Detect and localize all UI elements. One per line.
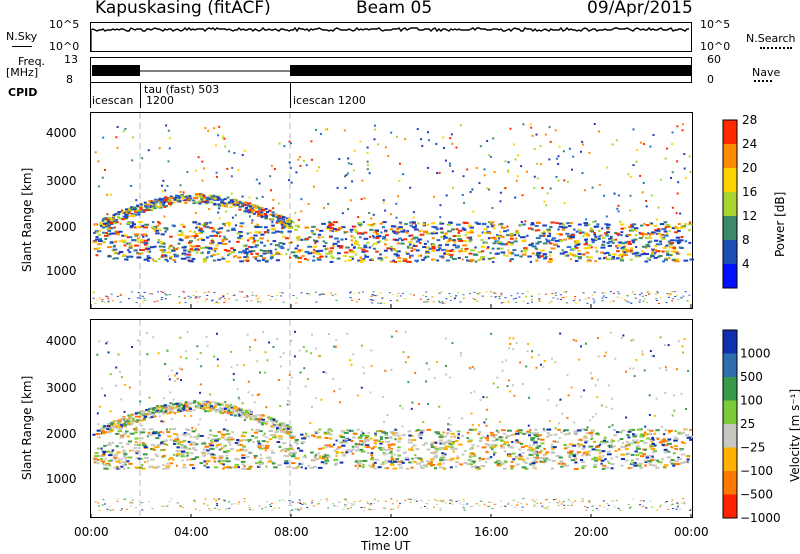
nsearch-label: N.Search xyxy=(746,32,796,45)
cpid-segment-1-sub: 1200 xyxy=(146,94,174,107)
cpid-segment-2: tau (fast) 503 xyxy=(144,83,220,96)
power-colorbar-tick: 4 xyxy=(742,257,750,271)
freq-label: Freq. xyxy=(18,55,46,68)
velocity-colorbar-tick: −500 xyxy=(740,488,773,502)
date-title: 09/Apr/2015 xyxy=(587,0,693,18)
velocity-colorbar-tick: −100 xyxy=(740,464,773,478)
power-colorbar-tick: 20 xyxy=(742,161,757,175)
power-heatmap xyxy=(92,123,694,304)
xtick-0000: 00:00 xyxy=(74,525,109,539)
xtick-2000: 20:00 xyxy=(574,525,609,539)
power-colorbar-swatch xyxy=(723,144,737,168)
velocity-ytick-3000: 3000 xyxy=(46,381,77,395)
velocity-colorbar-swatch xyxy=(723,471,737,495)
power-colorbar-tick: 12 xyxy=(742,209,757,223)
velocity-ytick-2000: 2000 xyxy=(46,427,77,441)
velocity-colorbar-swatch xyxy=(723,424,737,448)
velocity-colorbar-swatch xyxy=(723,377,737,401)
nsky-tick-high: 10^5 xyxy=(49,18,80,31)
cpid-label: CPID xyxy=(8,86,38,99)
power-colorbar-swatch xyxy=(723,240,737,264)
freq-panel xyxy=(90,57,692,83)
power-colorbar-swatch xyxy=(723,264,737,288)
xlabel: Time UT xyxy=(361,539,411,553)
velocity-colorbar-tick: 100 xyxy=(740,394,763,408)
freq-unit: [MHz] xyxy=(6,66,39,79)
nave-label: Nave xyxy=(752,66,781,79)
velocity-ytick-1000: 1000 xyxy=(46,472,77,486)
cpid-segment-1: icescan xyxy=(92,94,134,107)
nsearch-tick-low: 10^0 xyxy=(700,40,731,53)
power-ytick-2000: 2000 xyxy=(46,220,77,234)
cpid-divider-3 xyxy=(290,83,291,108)
power-colorbar-tick: 8 xyxy=(742,233,750,247)
velocity-colorbar-swatch xyxy=(723,494,737,518)
freq-block-2 xyxy=(290,65,691,76)
nsky-label: N.Sky xyxy=(6,30,38,43)
velocity-colorbar-frame xyxy=(722,329,738,519)
nsky-trace xyxy=(90,26,689,33)
velocity-colorbar-tick: −1000 xyxy=(740,511,781,525)
xtick-1600: 16:00 xyxy=(474,525,509,539)
power-colorbar-tick: 16 xyxy=(742,185,757,199)
freq-tick-high: 13 xyxy=(64,53,78,66)
nsky-underline xyxy=(12,46,32,47)
cpid-segment-3: icescan 1200 xyxy=(293,94,366,107)
nave-tick-high: 60 xyxy=(707,53,721,66)
xtick-1200: 12:00 xyxy=(374,525,409,539)
power-colorbar-swatch xyxy=(723,120,737,144)
velocity-colorbar-swatch xyxy=(723,400,737,424)
xtick-0400: 04:00 xyxy=(174,525,209,539)
power-colorbar-swatch xyxy=(723,192,737,216)
xtick-2400: 00:00 xyxy=(674,525,709,539)
velocity-colorbar-tick: 25 xyxy=(740,417,755,431)
velocity-colorbar-swatch xyxy=(723,353,737,377)
velocity-colorbar-swatch xyxy=(723,330,737,354)
power-ytick-1000: 1000 xyxy=(46,264,77,278)
power-colorbar-tick: 24 xyxy=(742,137,757,151)
nsearch-tick-high: 10^5 xyxy=(700,18,731,31)
velocity-colorbar-swatch xyxy=(723,447,737,471)
nsky-tick-low: 10^0 xyxy=(49,40,80,53)
power-colorbar-tick: 28 xyxy=(742,113,757,127)
cpid-divider-1 xyxy=(90,83,91,108)
cpid-divider-2 xyxy=(140,83,141,108)
velocity-ytick-4000: 4000 xyxy=(46,334,77,348)
power-colorbar-swatch xyxy=(723,168,737,192)
power-colorbar-frame xyxy=(722,119,738,289)
velocity-colorbar-tick: 1000 xyxy=(740,347,771,361)
power-ytick-3000: 3000 xyxy=(46,174,77,188)
velocity-heatmap xyxy=(92,330,693,511)
power-ytick-4000: 4000 xyxy=(46,126,77,140)
nave-tick-low: 0 xyxy=(707,73,714,86)
station-title: Kapuskasing (fitACF) xyxy=(95,0,271,18)
freq-block-1 xyxy=(92,65,140,76)
beam-title: Beam 05 xyxy=(356,0,433,18)
nsearch-dots xyxy=(760,47,792,49)
xtick-0800: 08:00 xyxy=(274,525,309,539)
power-colorbar-swatch xyxy=(723,216,737,240)
velocity-colorbar-tick: 500 xyxy=(740,370,763,384)
velocity-colorbar-tick: −25 xyxy=(740,441,765,455)
nave-dots xyxy=(754,80,772,82)
freq-tick-low: 8 xyxy=(66,73,73,86)
